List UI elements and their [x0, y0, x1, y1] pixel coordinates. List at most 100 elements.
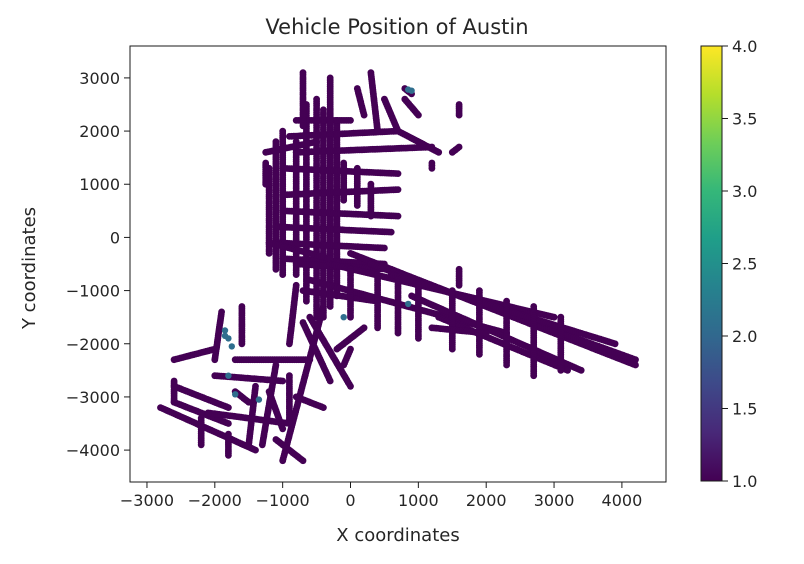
- scatter-point-highlight: [221, 327, 229, 334]
- scatter-point: [482, 329, 490, 337]
- colorbar-ticks: 1.0 1.5 2.0 2.5 3.0 3.5 4.0: [722, 37, 757, 491]
- scatter-point: [225, 404, 232, 411]
- scatter-point: [299, 122, 307, 130]
- x-tick-label: 1000: [398, 491, 439, 510]
- scatter-point: [387, 228, 395, 236]
- scatter-point: [340, 196, 348, 204]
- y-tick-label: −4000: [66, 441, 120, 460]
- x-tick-label: −2000: [188, 491, 242, 510]
- scatter-point: [435, 148, 443, 156]
- scatter-point: [632, 361, 639, 369]
- scatter-point: [394, 329, 402, 337]
- colorbar-tick-label: 3.0: [732, 182, 757, 201]
- x-axis-title: X coordinates: [336, 525, 459, 546]
- colorbar-tick-label: 4.0: [732, 37, 757, 56]
- scatter-point: [313, 138, 320, 146]
- colorbar: 1.0 1.5 2.0 2.5 3.0 3.5 4.0: [700, 37, 757, 491]
- scatter-point: [320, 404, 327, 411]
- scatter-point: [503, 361, 510, 369]
- scatter-point-highlight: [408, 87, 415, 94]
- scatter-point: [326, 377, 334, 385]
- scatter-point: [340, 361, 348, 369]
- colorbar-tick-label: 1.0: [732, 472, 757, 491]
- scatter-point: [326, 255, 334, 263]
- scatter-point-highlight: [405, 300, 412, 308]
- scatter-point-highlight: [225, 372, 232, 379]
- scatter-point: [374, 127, 381, 135]
- scatter-point: [360, 111, 368, 119]
- scatter-point: [347, 313, 354, 321]
- y-tick-label: −1000: [66, 282, 120, 301]
- scatter-point: [279, 457, 287, 465]
- y-tick-label: 0: [110, 228, 120, 247]
- scatter-point-highlight: [340, 314, 347, 321]
- scatter-point: [557, 366, 565, 374]
- scatter-point: [279, 425, 287, 433]
- scatter-point: [353, 202, 361, 209]
- y-tick-label: 3000: [79, 69, 120, 88]
- scatter-point: [313, 95, 320, 103]
- scatter-point: [258, 441, 266, 449]
- scatter-points: [157, 69, 639, 465]
- scatter-point: [550, 313, 558, 321]
- scatter-point: [320, 106, 327, 114]
- scatter-point: [415, 111, 422, 119]
- scatter-point-highlight: [255, 396, 263, 403]
- scatter-point: [394, 170, 402, 178]
- scatter-point: [326, 138, 334, 146]
- scatter-point: [211, 356, 219, 364]
- scatter-point: [299, 457, 307, 465]
- x-axis: −3000 −2000 −1000 0 1000 2000 3000 4000: [120, 482, 642, 510]
- y-axis-title: Y coordinates: [19, 207, 40, 330]
- scatter-point-highlight: [228, 343, 235, 350]
- scatter-point: [225, 452, 232, 459]
- scatter-point: [455, 281, 463, 289]
- scatter-point: [286, 420, 293, 427]
- scatter-point-highlight: [225, 335, 232, 342]
- y-tick-label: 1000: [79, 175, 120, 194]
- colorbar-tick-label: 3.5: [732, 110, 757, 129]
- scatter-point: [262, 180, 270, 188]
- scatter-point: [394, 212, 402, 220]
- scatter-point: [476, 351, 483, 358]
- scatter-point: [286, 340, 293, 348]
- scatter-point: [272, 265, 280, 273]
- scatter-point: [333, 345, 341, 353]
- y-tick-label: −2000: [66, 335, 120, 354]
- y-tick-label: −3000: [66, 388, 120, 407]
- scatter-point: [428, 159, 436, 167]
- x-tick-label: −1000: [256, 491, 310, 510]
- chart-title: Vehicle Position of Austin: [265, 15, 528, 39]
- scatter-point: [530, 372, 538, 380]
- scatter-point: [347, 382, 354, 390]
- scatter-point: [374, 324, 381, 332]
- x-tick-label: 0: [345, 491, 355, 510]
- scatter-point: [577, 366, 585, 374]
- scatter-point: [306, 356, 314, 364]
- y-tick-label: 2000: [79, 122, 120, 141]
- y-axis: 3000 2000 1000 0 −1000 −2000 −3000 −4000: [66, 69, 130, 460]
- scatter-point: [197, 441, 205, 449]
- scatter-point: [211, 345, 219, 353]
- scatter-point: [265, 250, 273, 257]
- scatter-point: [225, 420, 232, 427]
- scatter-point: [448, 345, 456, 353]
- x-tick-label: −3000: [120, 491, 174, 510]
- scatter-point: [292, 271, 300, 278]
- colorbar-tick-label: 2.5: [732, 255, 757, 274]
- scatter-point: [564, 366, 571, 374]
- scatter-point: [170, 398, 178, 406]
- scatter-point: [455, 101, 463, 108]
- colorbar-tick-label: 2.0: [732, 327, 757, 346]
- x-tick-label: 2000: [466, 491, 507, 510]
- scatter-point: [279, 377, 287, 385]
- scatter-point: [415, 335, 422, 342]
- scatter-point: [367, 212, 375, 220]
- scatter-point-highlight: [232, 391, 239, 398]
- plot-frame: [129, 45, 667, 483]
- scatter-point: [611, 340, 619, 348]
- scatter-point: [347, 117, 354, 124]
- scatter-point: [381, 244, 388, 252]
- x-tick-label: 4000: [602, 491, 643, 510]
